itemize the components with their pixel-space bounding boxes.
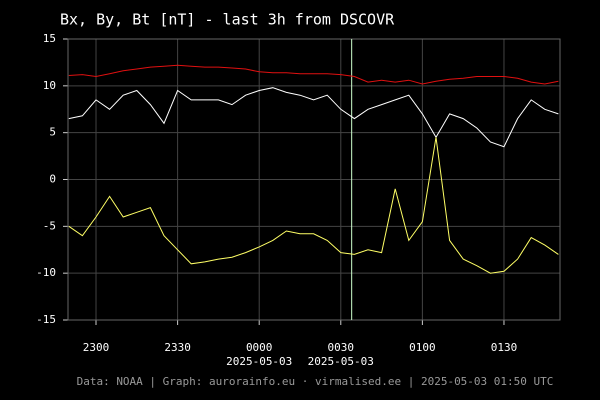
x-tick-label: 0000 (246, 341, 273, 354)
chart-title: Bx, By, Bt [nT] - last 3h from DSCOVR (60, 11, 395, 29)
footer: Data: NOAA | Graph: aurorainfo.eu · virm… (77, 375, 554, 388)
series-line (68, 87, 559, 148)
series-line (68, 137, 559, 274)
x-tick-label: 2330 (164, 341, 191, 354)
x-date-label: 2025-05-03 (308, 355, 374, 368)
x-date-label: 2025-05-03 (226, 355, 292, 368)
y-tick-label: 0 (49, 173, 56, 186)
x-tick-label: 0130 (491, 341, 518, 354)
y-tick-label: -10 (36, 266, 56, 279)
y-tick-label: 10 (43, 79, 56, 92)
x-tick-label: 0030 (328, 341, 355, 354)
series-line (68, 64, 559, 85)
y-tick-label: 5 (49, 126, 56, 139)
y-tick-label: 15 (43, 32, 56, 45)
x-tick-label: 2300 (83, 341, 110, 354)
plot-border (67, 38, 561, 321)
y-tick-label: -5 (43, 219, 56, 232)
x-tick-label: 0100 (409, 341, 436, 354)
y-tick-label: -15 (36, 313, 56, 326)
